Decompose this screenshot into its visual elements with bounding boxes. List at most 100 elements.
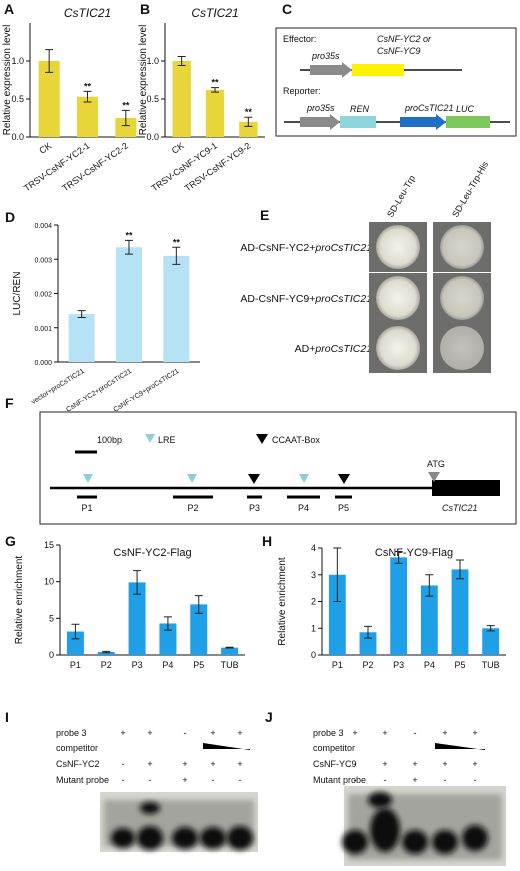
lane-sign: +: [120, 728, 125, 738]
bar: [97, 652, 115, 655]
construct-diagram: C Effector: pro35s CsNF-YC2 or CsNF-YC9 …: [275, 1, 517, 137]
y-tick-label: 0: [49, 650, 54, 660]
panel-label: H: [262, 533, 272, 549]
y-tick-label: 1: [311, 623, 316, 633]
row-label: probe 3: [313, 728, 344, 738]
legend-label: CCAAT-Box: [272, 435, 320, 445]
x-tick-label: P4: [424, 660, 435, 670]
error-bar: [177, 55, 186, 67]
construct-label: Reporter:: [283, 86, 321, 96]
colony: [440, 225, 484, 269]
panel-label: E: [260, 207, 269, 223]
lane-sign: -: [184, 728, 187, 738]
row-prefix: AD-CsNF-YC2+: [240, 242, 315, 254]
error-bar: [133, 570, 142, 595]
error-bar: [456, 559, 464, 580]
lane-sign: +: [210, 759, 215, 769]
y-axis-label: Relative enrichment: [277, 557, 288, 646]
lane-sign: +: [442, 759, 447, 769]
panel-frame: [275, 27, 517, 137]
legend-marker: [256, 434, 268, 444]
gene-box: [432, 480, 500, 496]
panel-label: C: [282, 1, 292, 17]
gel-band: [200, 827, 226, 849]
y-tick-label: 15: [44, 540, 54, 550]
lane-sign: -: [414, 728, 417, 738]
competitor-wedge: [435, 743, 485, 750]
row-label: Mutant probe: [313, 775, 366, 785]
panel-label: I: [5, 709, 9, 725]
error-bar: [125, 239, 133, 255]
error-bar: [83, 90, 92, 103]
y-tick-label: 0: [311, 650, 316, 660]
y-tick-label: 0.5: [146, 94, 159, 104]
gene-label: CsNF-YC9: [377, 46, 421, 56]
lane-sign: +: [237, 728, 242, 738]
promoter-arrow: [310, 62, 352, 78]
panel-label: F: [5, 395, 14, 411]
y-axis-label: Relative expression level: [2, 25, 13, 136]
row-label: Mutant probe: [56, 775, 109, 785]
x-tick-label: TRSV-CsNF-YC2-1: [22, 140, 92, 193]
error-bar: [333, 547, 342, 602]
bar: [390, 557, 408, 655]
panel-label: G: [5, 533, 16, 549]
bar: [66, 631, 84, 655]
y-tick-label: 3: [311, 570, 316, 580]
yeast-assay: E SD-Leu-Trp SD-Leu-Trp-His AD-CsNF-YC2+…: [240, 159, 491, 373]
error-bar: [244, 116, 253, 127]
probe-label: P4: [298, 503, 309, 513]
gene-label: CsTIC21: [442, 503, 478, 513]
lane-sign: -: [444, 775, 447, 785]
colony: [440, 326, 484, 370]
lane-sign: +: [382, 759, 387, 769]
bar: [115, 118, 137, 137]
construct-label: Effector:: [283, 34, 316, 44]
significance-label: **: [84, 81, 92, 91]
lre-sites: [83, 474, 309, 483]
x-tick-label: P2: [362, 660, 373, 670]
error-bar: [394, 550, 403, 564]
y-tick-label: 4: [311, 543, 316, 553]
error-bar: [77, 310, 86, 318]
lane-sign: +: [382, 728, 387, 738]
bar: [163, 255, 190, 362]
error-bar: [163, 616, 172, 631]
column-label: SD-Leu-Trp: [385, 174, 417, 219]
row-promoter: proCsTIC21: [314, 242, 372, 254]
error-bar: [172, 246, 181, 265]
x-tick-label: TRSV-CsNF-YC2-2: [60, 140, 130, 193]
y-tick-label: 0.004: [34, 223, 52, 230]
lane-sign: +: [147, 759, 152, 769]
row-promoter: proCsTIC21: [314, 293, 372, 305]
gene-label: CsNF-YC2 or: [377, 34, 432, 44]
gel-band: [342, 830, 368, 854]
error-bar: [486, 625, 495, 632]
bar: [482, 628, 500, 655]
panel-label: A: [4, 1, 14, 17]
gene-box: [340, 116, 376, 128]
gel-band: [137, 826, 163, 850]
promoter-label: pro35s: [306, 103, 335, 113]
gel-band: [432, 830, 458, 854]
significance-label: **: [173, 237, 181, 247]
gene-box: [446, 116, 490, 128]
lane-sign: +: [412, 759, 417, 769]
x-tick-label: TUB: [482, 660, 500, 670]
lane-sign: -: [212, 775, 215, 785]
bar: [68, 314, 95, 362]
panel-label: B: [140, 1, 150, 17]
y-tick-label: 0.001: [34, 326, 52, 333]
y-tick-label: 0.000: [34, 360, 52, 367]
chart-title: CsTIC21: [191, 6, 238, 20]
lane-sign: -: [474, 775, 477, 785]
competitor-wedge: [203, 743, 250, 750]
lane-sign: -: [384, 775, 387, 785]
gel-band: [111, 828, 135, 848]
significance-label: **: [122, 100, 130, 110]
y-tick-label: 0.0: [11, 132, 24, 142]
bar: [359, 632, 377, 655]
legend-marker: [145, 434, 155, 443]
